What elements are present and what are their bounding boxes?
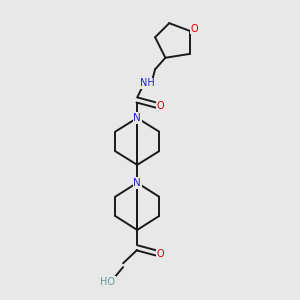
- Text: O: O: [190, 24, 198, 34]
- Text: O: O: [156, 101, 164, 111]
- Text: O: O: [156, 249, 164, 259]
- Text: N: N: [133, 113, 141, 123]
- Text: N: N: [133, 178, 141, 188]
- Text: NH: NH: [140, 78, 155, 88]
- Text: HO: HO: [100, 277, 115, 287]
